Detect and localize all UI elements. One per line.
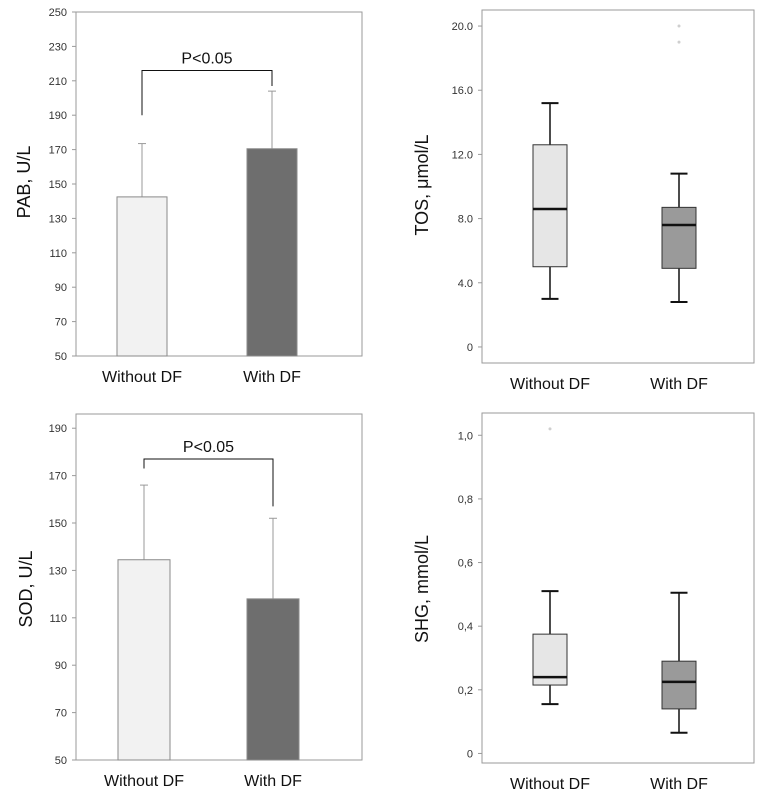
sod-ytick-label-5: 150 <box>49 518 67 530</box>
shg-ytick-label-1: 0,2 <box>458 685 473 697</box>
sod-ytick-label-4: 130 <box>49 565 67 577</box>
tos-category-label-0: Without DF <box>510 376 590 393</box>
shg-outlier-0-0 <box>548 427 552 431</box>
pab-ytick-label-6: 170 <box>49 145 67 157</box>
shg-category-label-1: With DF <box>650 776 708 793</box>
tos-ytick-label-2: 8.0 <box>458 214 473 226</box>
pab-category-label-0: Without DF <box>102 369 182 386</box>
pab-ytick-label-1: 70 <box>55 317 67 329</box>
pab-ytick-label-5: 150 <box>49 179 67 191</box>
tos-ytick-label-0: 0 <box>467 342 473 354</box>
pab-ytick-label-3: 110 <box>49 248 67 260</box>
sod-category-label-0: Without DF <box>104 773 184 790</box>
pab-ytick-label-8: 210 <box>49 76 67 88</box>
pab-significance-bracket <box>141 69 273 116</box>
tos-ytick-label-3: 12.0 <box>452 149 473 161</box>
sod-plot-frame <box>75 413 363 761</box>
pab-ytick-label-4: 130 <box>49 213 67 225</box>
sod-ytick-label-1: 70 <box>55 708 67 720</box>
sod-ylabel: SOD, U/L <box>16 550 36 627</box>
sod-category-label-1: With DF <box>244 773 302 790</box>
shg-ytick-label-5: 1,0 <box>458 430 473 442</box>
pab-ytick-label-2: 90 <box>55 282 67 294</box>
pab-ytick-label-9: 230 <box>49 41 67 53</box>
pab-bar-0 <box>116 196 168 357</box>
pab-category-label-1: With DF <box>243 369 301 386</box>
shg-ytick-label-3: 0,6 <box>458 558 473 570</box>
sod-ytick-label-3: 110 <box>49 613 67 625</box>
tos-box-1 <box>661 206 697 269</box>
tos-ytick-label-1: 4.0 <box>458 278 473 290</box>
shg-category-label-0: Without DF <box>510 776 590 793</box>
tos-category-label-1: With DF <box>650 376 708 393</box>
sod-ytick-label-6: 170 <box>49 471 67 483</box>
shg-box-1 <box>661 660 697 710</box>
shg-ytick-label-4: 0,8 <box>458 494 473 506</box>
sod-bar-0 <box>117 559 171 761</box>
sod-ytick-label-0: 50 <box>55 755 67 767</box>
shg-ytick-label-0: 0 <box>467 748 473 760</box>
tos-outlier-1-0 <box>677 24 681 28</box>
sod-ytick-label-7: 190 <box>49 423 67 435</box>
sod-significance-label: P<0.05 <box>183 439 234 456</box>
tos-ylabel: TOS, μmol/L <box>412 134 432 235</box>
shg-plot-frame <box>481 412 755 764</box>
pab-ytick-label-10: 250 <box>49 7 67 19</box>
tos-outlier-1-1 <box>677 40 681 44</box>
tos-box-0 <box>532 144 568 268</box>
shg-ylabel: SHG, mmol/L <box>412 535 432 643</box>
tos-plot-frame <box>481 9 755 364</box>
pab-ylabel: PAB, U/L <box>14 146 34 219</box>
pab-significance-label: P<0.05 <box>181 50 232 67</box>
tos-ytick-label-5: 20.0 <box>452 21 473 33</box>
pab-ytick-label-7: 190 <box>49 110 67 122</box>
sod-significance-bracket <box>143 458 274 507</box>
pab-bar-1 <box>246 148 298 357</box>
shg-ytick-label-2: 0,4 <box>458 621 473 633</box>
pab-ytick-label-0: 50 <box>55 351 67 363</box>
tos-ytick-label-4: 16.0 <box>452 85 473 97</box>
sod-bar-1 <box>246 598 300 761</box>
sod-ytick-label-2: 90 <box>55 660 67 672</box>
